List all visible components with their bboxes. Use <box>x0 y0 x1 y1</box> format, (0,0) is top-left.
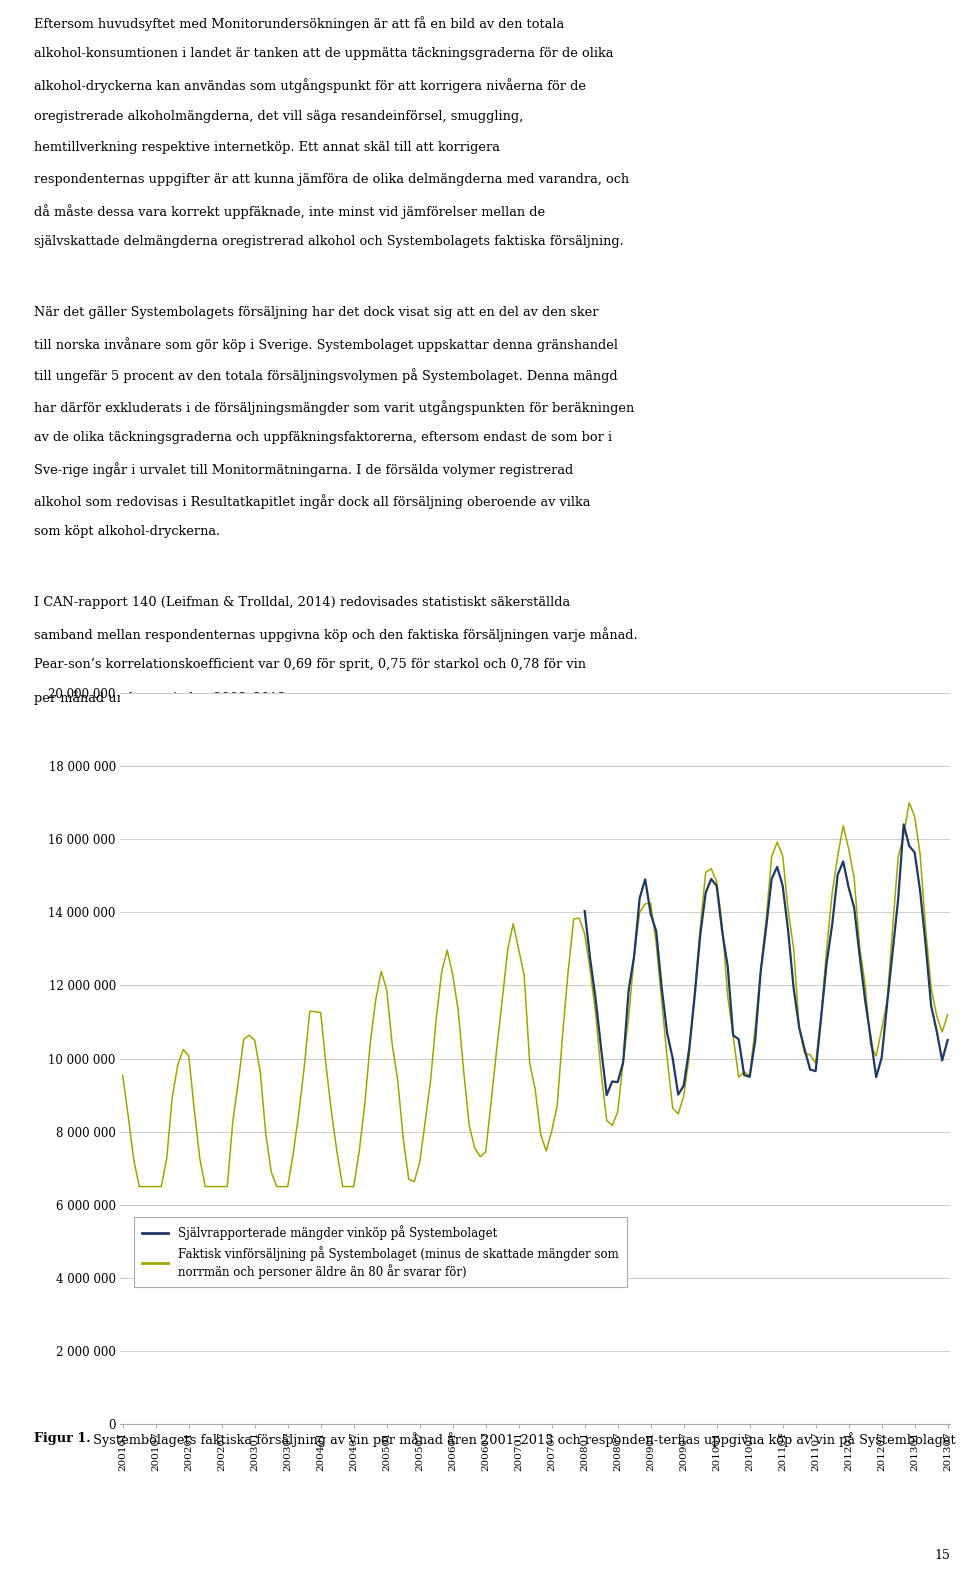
Text: Pear-son’s korrelationskoefficient var 0,69 för sprit, 0,75 för starkol och 0,78: Pear-son’s korrelationskoefficient var 0… <box>34 658 586 672</box>
Text: hemtillverkning respektive internetköp. Ett annat skäl till att korrigera: hemtillverkning respektive internetköp. … <box>34 142 499 154</box>
Text: självskattade delmängderna oregistrerad alkohol och Systembolagets faktiska förs: självskattade delmängderna oregistrerad … <box>34 235 623 249</box>
Text: till ungefär 5 procent av den totala försäljningsvolymen på Systembolaget. Denna: till ungefär 5 procent av den totala för… <box>34 368 617 384</box>
Text: har därför exkluderats i de försäljningsmängder som varit utgångspunkten för ber: har därför exkluderats i de försäljnings… <box>34 400 634 414</box>
Text: till norska invånare som gör köp i Sverige. Systembolaget uppskattar denna gräns: till norska invånare som gör köp i Sveri… <box>34 337 617 353</box>
Text: alkohol-konsumtionen i landet är tanken att de uppmätta täckningsgraderna för de: alkohol-konsumtionen i landet är tanken … <box>34 47 613 60</box>
Text: av de olika täckningsgraderna och uppfäkningsfaktorerna, eftersom endast de som : av de olika täckningsgraderna och uppfäk… <box>34 431 612 444</box>
Text: I CAN-rapport 140 (Leifman & Trolldal, 2014) redovisades statistiskt säkerställd: I CAN-rapport 140 (Leifman & Trolldal, 2… <box>34 597 569 609</box>
Text: alkohol som redovisas i Resultatkapitlet ingår dock all försäljning oberoende av: alkohol som redovisas i Resultatkapitlet… <box>34 494 590 508</box>
Text: då måste dessa vara korrekt uppfäknade, inte minst vid jämförelser mellan de: då måste dessa vara korrekt uppfäknade, … <box>34 205 544 219</box>
Text: Sve-rige ingår i urvalet till Monitormätningarna. I de försälda volymer registre: Sve-rige ingår i urvalet till Monitormät… <box>34 463 573 477</box>
Text: respondenternas uppgifter är att kunna jämföra de olika delmängderna med varandr: respondenternas uppgifter är att kunna j… <box>34 173 629 186</box>
Text: 15: 15 <box>934 1549 950 1561</box>
Text: Systembolagets faktiska försäljning av vin per månad åren 2001–2013 och responde: Systembolagets faktiska försäljning av v… <box>89 1432 960 1447</box>
Text: per månad under perioden 2008–2012.: per månad under perioden 2008–2012. <box>34 689 290 705</box>
Text: som köpt alkohol-dryckerna.: som köpt alkohol-dryckerna. <box>34 526 220 538</box>
Text: alkohol-dryckerna kan användas som utgångspunkt för att korrigera nivåerna för d: alkohol-dryckerna kan användas som utgån… <box>34 79 586 93</box>
Text: Figur 1.: Figur 1. <box>34 1432 90 1445</box>
Text: Eftersom huvudsyftet med Monitorundersökningen är att få en bild av den totala: Eftersom huvudsyftet med Monitorundersök… <box>34 16 564 30</box>
Text: oregistrerade alkoholmängderna, det vill säga resandeinförsel, smuggling,: oregistrerade alkoholmängderna, det vill… <box>34 110 523 123</box>
Legend: Självrapporterade mängder vinköp på Systembolaget, Faktisk vinförsäljning på Sys: Självrapporterade mängder vinköp på Syst… <box>134 1217 627 1288</box>
Text: samband mellan respondenternas uppgivna köp och den faktiska försäljningen varje: samband mellan respondenternas uppgivna … <box>34 626 637 642</box>
Text: När det gäller Systembolagets försäljning har det dock visat sig att en del av d: När det gäller Systembolagets försäljnin… <box>34 305 598 320</box>
